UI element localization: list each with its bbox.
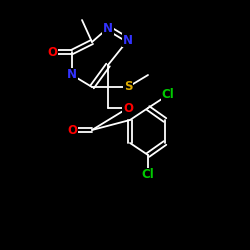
- Text: N: N: [67, 68, 77, 82]
- Text: O: O: [123, 102, 133, 114]
- Text: S: S: [124, 80, 132, 94]
- Text: N: N: [103, 22, 113, 35]
- Text: Cl: Cl: [162, 88, 174, 102]
- Text: Cl: Cl: [142, 168, 154, 181]
- Text: N: N: [123, 34, 133, 46]
- Text: O: O: [67, 124, 77, 136]
- Text: O: O: [47, 46, 57, 59]
